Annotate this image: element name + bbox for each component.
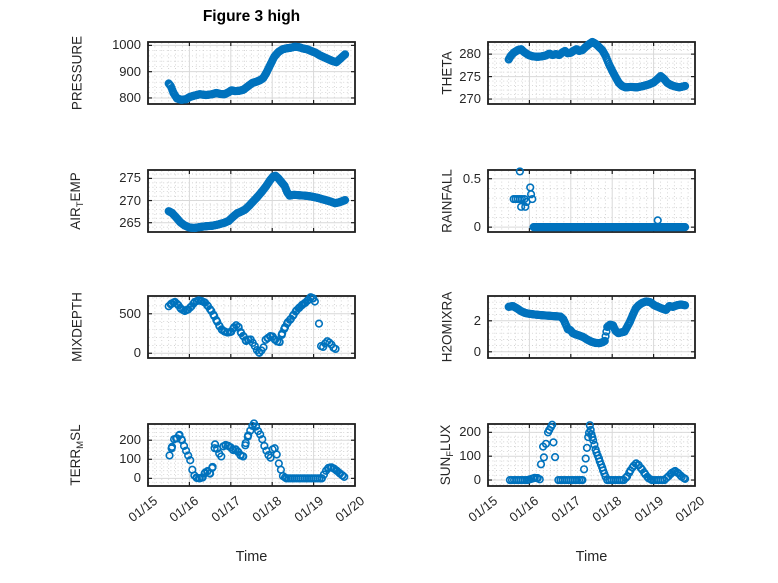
scatter-series-sun_flux xyxy=(505,420,690,485)
subplot-sun_flux xyxy=(487,420,696,487)
y-tick-label: 275 xyxy=(119,170,141,186)
scatter-series-terr_msl xyxy=(165,419,349,483)
subplot-terr_msl xyxy=(147,419,356,487)
x-tick-label: 01/15 xyxy=(465,493,501,525)
scatter-series-air_temp xyxy=(164,171,350,233)
y-tick-label: 2 xyxy=(473,312,481,328)
y-tick-label: 800 xyxy=(119,89,141,105)
subplot-mixdepth xyxy=(147,293,356,359)
x-tick-label: 01/20 xyxy=(332,493,368,525)
x-tick-label: 01/19 xyxy=(630,493,666,525)
y-tick-label: 0 xyxy=(133,345,141,361)
y-tick-label: 0.5 xyxy=(462,170,481,186)
y-tick-label: 275 xyxy=(459,68,481,84)
y-tick-label: 270 xyxy=(119,192,141,208)
scatter-series-h2omixra xyxy=(504,297,690,348)
y-tick-label: 0 xyxy=(473,219,481,235)
x-tick-label: 01/16 xyxy=(506,493,542,525)
figure-title: Figure 3 high xyxy=(202,8,301,25)
y-axis-label-pressure: PRESSURE xyxy=(69,35,85,111)
y-tick-label: 200 xyxy=(119,432,141,448)
x-tick-label: 01/20 xyxy=(672,493,708,525)
y-tick-label: 900 xyxy=(119,63,141,79)
y-tick-label: 280 xyxy=(459,46,481,62)
x-tick-label: 01/18 xyxy=(249,493,285,525)
y-tick-label: 0 xyxy=(133,470,141,486)
x-tick-label: 01/17 xyxy=(208,493,244,525)
scatter-series-pressure xyxy=(164,42,350,104)
y-axis-label-air_temp: AIRTEMP xyxy=(68,172,86,230)
subplot-pressure xyxy=(147,41,356,105)
subplot-h2omixra xyxy=(487,295,696,359)
subplot-rainfall xyxy=(487,167,696,233)
y-tick-label: 200 xyxy=(459,424,481,440)
x-tick-label: 01/15 xyxy=(125,493,161,525)
y-tick-label: 500 xyxy=(119,305,141,321)
y-tick-label: 100 xyxy=(459,448,481,464)
subplot-theta xyxy=(487,37,696,105)
scatter-series-rainfall xyxy=(509,167,690,232)
y-tick-label: 1000 xyxy=(112,37,141,53)
scatter-series-mixdepth xyxy=(164,293,340,357)
y-axis-label-mixdepth: MIXDEPTH xyxy=(69,292,85,362)
x-axis-title-left: Time xyxy=(235,549,268,565)
y-tick-label: 100 xyxy=(119,451,141,467)
y-tick-label: 265 xyxy=(119,214,141,230)
subplot-air_temp xyxy=(147,169,356,233)
x-tick-label: 01/16 xyxy=(166,493,202,525)
x-tick-label: 01/17 xyxy=(548,493,584,525)
x-axis-title-right: Time xyxy=(575,549,608,565)
y-tick-label: 0 xyxy=(473,472,481,488)
y-tick-label: 0 xyxy=(473,343,481,359)
y-axis-label-terr_msl: TERRMSL xyxy=(68,424,86,486)
x-tick-label: 01/18 xyxy=(589,493,625,525)
x-tick-label: 01/19 xyxy=(290,493,326,525)
scatter-series-theta xyxy=(504,37,690,92)
y-tick-label: 270 xyxy=(459,91,481,107)
